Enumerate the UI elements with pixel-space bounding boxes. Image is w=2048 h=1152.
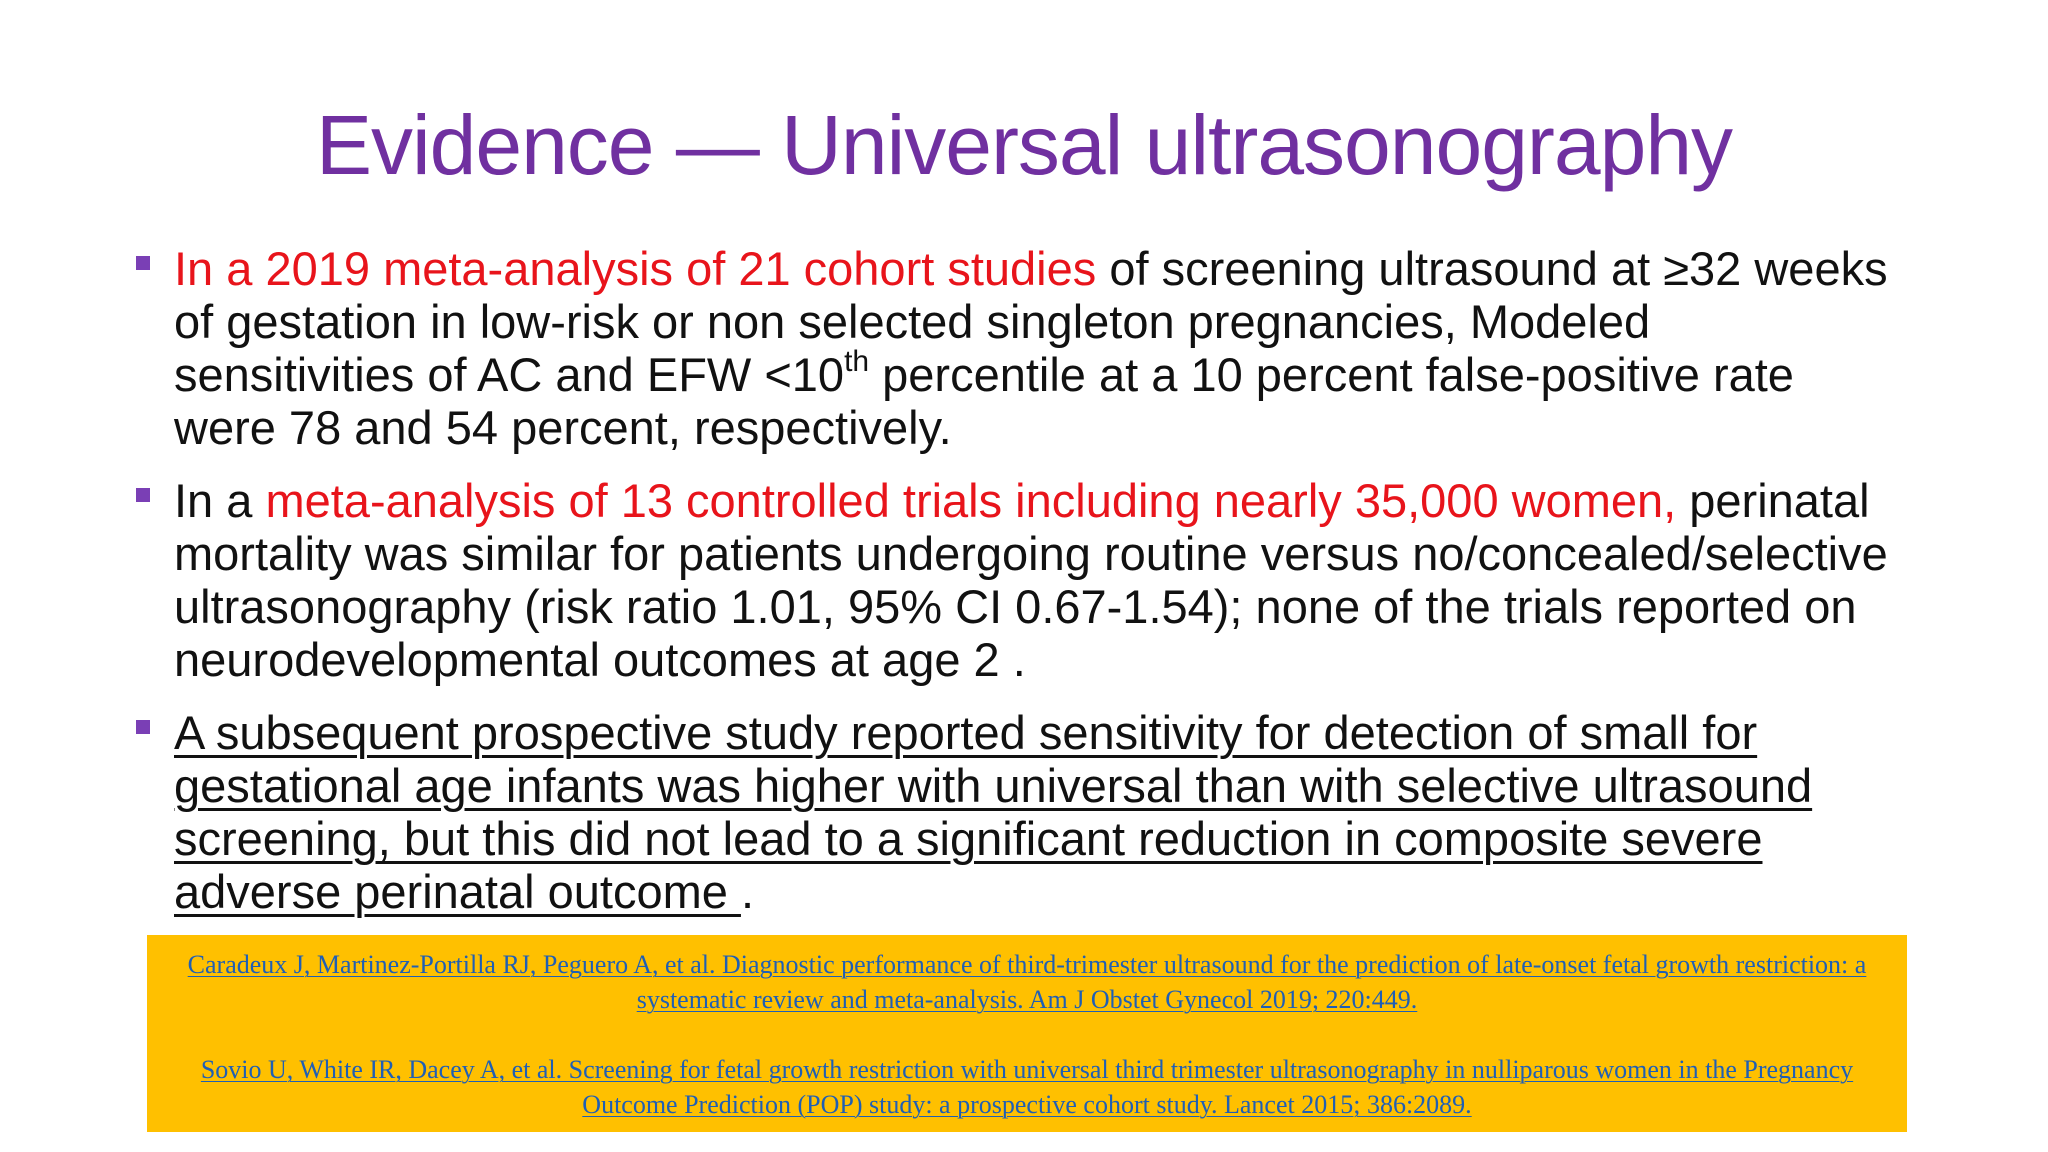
references-box: Caradeux J, Martinez-Portilla RJ, Peguer… [147, 935, 1907, 1132]
bullet-highlight: meta-analysis of 13 controlled trials in… [265, 474, 1677, 527]
bullet-text: of screening ultrasound at ≥32 weeks of … [174, 242, 1888, 401]
square-bullet-icon [136, 488, 150, 502]
bullet-item-controlled-trials: In a meta-analysis of 13 controlled tria… [136, 474, 1896, 686]
bullet-underlined-text: A subsequent prospective study reported … [174, 706, 1813, 918]
bullet-text: In a [174, 474, 266, 527]
bullet-text: percentile at a 10 percent false-positiv… [174, 348, 1794, 454]
square-bullet-icon [136, 720, 150, 734]
reference-link-sovio[interactable]: Sovio U, White IR, Dacey A, et al. Scree… [200, 1055, 1854, 1119]
square-bullet-icon [136, 256, 150, 270]
bullet-highlight: In a 2019 meta-analysis of 21 cohort stu… [174, 242, 1097, 295]
bullet-list: In a 2019 meta-analysis of 21 cohort stu… [136, 242, 1896, 938]
bullet-text: perinatal mortality was similar for pati… [174, 474, 1888, 686]
reference-link-caradeux[interactable]: Caradeux J, Martinez-Portilla RJ, Peguer… [187, 950, 1867, 1014]
bullet-text: . [740, 865, 754, 918]
bullet-item-prospective-study: A subsequent prospective study reported … [136, 706, 1896, 918]
slide-title: Evidence — Universal ultrasonography [315, 98, 1733, 192]
superscript: th [844, 345, 870, 378]
bullet-item-cohort-meta-analysis: In a 2019 meta-analysis of 21 cohort stu… [136, 242, 1896, 454]
